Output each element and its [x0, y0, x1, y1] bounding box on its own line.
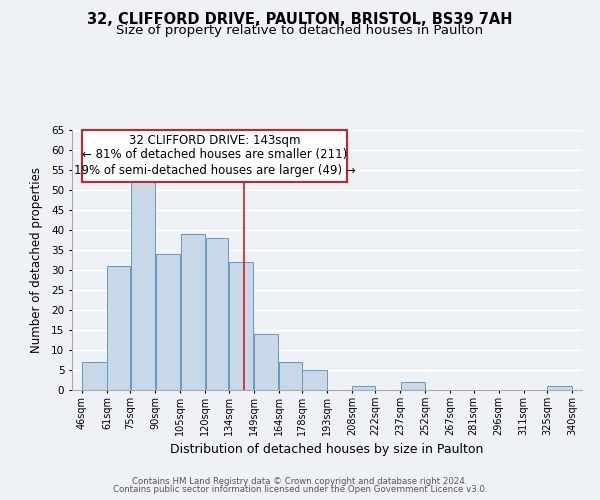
Text: Contains public sector information licensed under the Open Government Licence v3: Contains public sector information licen…: [113, 485, 487, 494]
Text: 32, CLIFFORD DRIVE, PAULTON, BRISTOL, BS39 7AH: 32, CLIFFORD DRIVE, PAULTON, BRISTOL, BS…: [87, 12, 513, 28]
Bar: [107, 266, 130, 390]
Bar: [131, 182, 155, 390]
Bar: [547, 386, 572, 390]
Text: 19% of semi-detached houses are larger (49) →: 19% of semi-detached houses are larger (…: [74, 164, 355, 177]
Bar: [352, 386, 375, 390]
Bar: [401, 382, 425, 390]
Bar: [229, 262, 253, 390]
Text: ← 81% of detached houses are smaller (211): ← 81% of detached houses are smaller (21…: [82, 148, 347, 162]
X-axis label: Distribution of detached houses by size in Paulton: Distribution of detached houses by size …: [170, 444, 484, 456]
Bar: [181, 234, 205, 390]
Bar: [155, 254, 180, 390]
Bar: [206, 238, 229, 390]
Text: Contains HM Land Registry data © Crown copyright and database right 2024.: Contains HM Land Registry data © Crown c…: [132, 477, 468, 486]
Bar: [254, 334, 278, 390]
Y-axis label: Number of detached properties: Number of detached properties: [30, 167, 43, 353]
Bar: [279, 362, 302, 390]
Bar: [82, 362, 107, 390]
Text: Size of property relative to detached houses in Paulton: Size of property relative to detached ho…: [116, 24, 484, 37]
Bar: [302, 370, 327, 390]
Text: 32 CLIFFORD DRIVE: 143sqm: 32 CLIFFORD DRIVE: 143sqm: [129, 134, 300, 147]
